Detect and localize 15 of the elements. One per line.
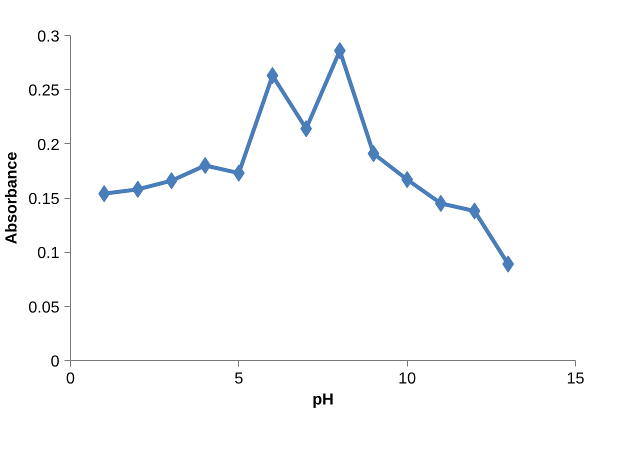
y-tick-label: 0.15 [28, 191, 60, 208]
x-tick-label: 15 [566, 370, 584, 388]
y-axis-title: Absorbance [3, 152, 20, 244]
point [468, 202, 480, 220]
x-tick-label: 10 [398, 370, 416, 388]
y-tick-label: 0.1 [37, 245, 60, 262]
y-tick-label: 0.2 [37, 136, 60, 154]
y-tick-label: 0 [50, 354, 60, 370]
x-tick-label: 5 [234, 370, 244, 388]
x-tick-label: 0 [66, 370, 76, 388]
y-tick-label: 0.3 [37, 28, 60, 46]
point [199, 157, 211, 174]
y-tick-label: 0.25 [28, 82, 60, 100]
x-axis-title: pH [312, 392, 334, 408]
y-tick-label: 0.05 [28, 299, 60, 316]
